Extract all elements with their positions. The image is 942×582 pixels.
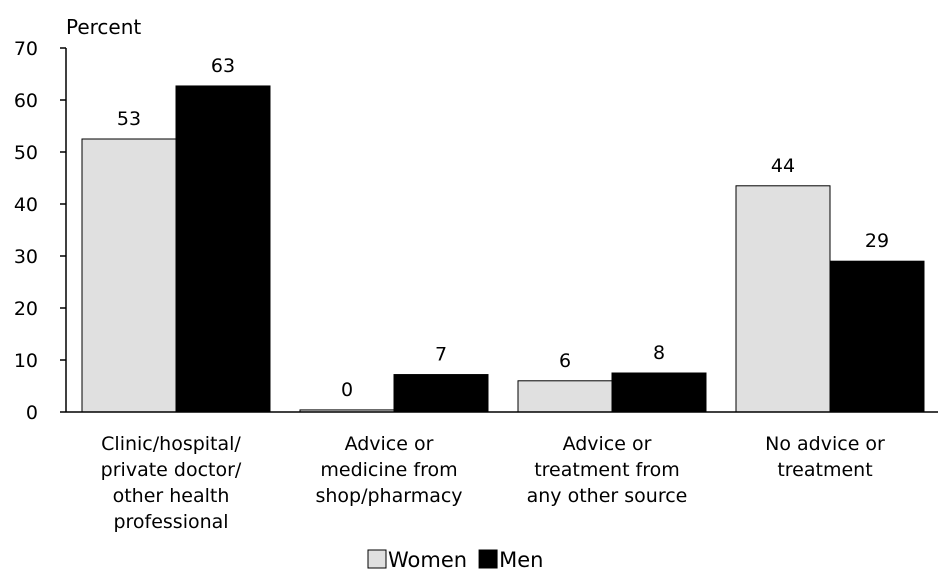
data-label: 63 bbox=[211, 55, 235, 77]
y-tick-label: 40 bbox=[14, 194, 38, 216]
legend-swatch-women bbox=[367, 549, 387, 569]
bar-men bbox=[393, 374, 489, 413]
bar-women bbox=[81, 138, 177, 413]
legend-swatch-men bbox=[478, 549, 498, 569]
x-tick-label: treatment from bbox=[534, 459, 680, 481]
x-tick-label: Advice or bbox=[563, 433, 652, 455]
data-label: 7 bbox=[435, 344, 447, 366]
x-tick-label: No advice or bbox=[765, 433, 885, 455]
x-tick-label: any other source bbox=[527, 485, 688, 507]
y-tick-label: 50 bbox=[14, 142, 38, 164]
x-tick-label: professional bbox=[113, 511, 228, 533]
bars bbox=[81, 85, 925, 413]
bar-men bbox=[611, 372, 707, 413]
y-tick-label: 30 bbox=[14, 246, 38, 268]
y-tick-label: 20 bbox=[14, 298, 38, 320]
bar-men bbox=[829, 260, 925, 413]
bar-women bbox=[517, 380, 613, 413]
x-tick-label: private doctor/ bbox=[101, 459, 242, 481]
legend-label-men: Men bbox=[499, 548, 543, 572]
y-axis-label: Percent bbox=[66, 15, 141, 39]
y-tick-label: 60 bbox=[14, 90, 38, 112]
data-label: 44 bbox=[771, 155, 795, 177]
category-labels: Clinic/hospital/private doctor/other hea… bbox=[101, 433, 885, 533]
data-label: 29 bbox=[865, 230, 889, 252]
x-tick-label: shop/pharmacy bbox=[315, 485, 462, 507]
x-tick-label: Clinic/hospital/ bbox=[101, 433, 241, 455]
data-label: 8 bbox=[653, 342, 665, 364]
data-label: 0 bbox=[341, 379, 353, 401]
data-label: 6 bbox=[559, 350, 571, 372]
y-tick-label: 0 bbox=[26, 402, 38, 424]
y-axis: 0 10 20 30 40 50 60 70 bbox=[14, 38, 67, 424]
x-tick-label: treatment bbox=[777, 459, 872, 481]
y-tick-label: 10 bbox=[14, 350, 38, 372]
x-tick-label: Advice or bbox=[345, 433, 434, 455]
x-tick-label: other health bbox=[113, 485, 230, 507]
bar-women bbox=[735, 185, 831, 413]
legend-label-women: Women bbox=[388, 548, 467, 572]
bar-men bbox=[175, 85, 271, 413]
legend: Women Men bbox=[367, 548, 543, 572]
data-labels: 53 63 0 7 6 8 44 29 bbox=[117, 55, 889, 401]
x-tick-label: medicine from bbox=[320, 459, 457, 481]
data-label: 53 bbox=[117, 108, 141, 130]
y-tick-label: 70 bbox=[14, 38, 38, 60]
